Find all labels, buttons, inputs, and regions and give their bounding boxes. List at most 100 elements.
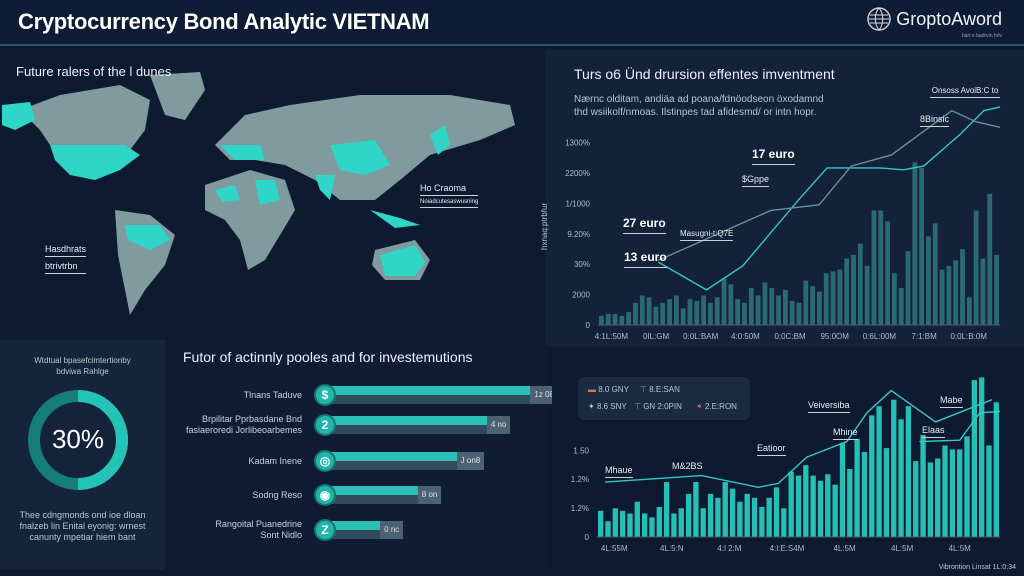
row-badge-icon: $ xyxy=(314,384,336,406)
bar xyxy=(715,497,721,537)
bar-track[interactable]: 0 nc xyxy=(320,521,404,539)
y-tick-label: 30% xyxy=(574,260,590,269)
bar xyxy=(898,288,904,325)
x-tick-label: 7:1:BM xyxy=(911,332,937,341)
bar xyxy=(864,265,870,325)
series-line-line-secondary xyxy=(919,410,1001,443)
bar xyxy=(823,273,829,325)
series-line-line-secondary xyxy=(658,109,1001,261)
bar xyxy=(721,278,727,325)
bar xyxy=(796,302,802,325)
bar xyxy=(673,295,679,325)
bar xyxy=(851,254,856,325)
x-tick-label: 4L:5M xyxy=(891,544,914,553)
world-map-panel xyxy=(0,50,545,337)
bar xyxy=(742,302,747,325)
bar xyxy=(817,480,824,537)
bar xyxy=(891,273,897,325)
bar xyxy=(660,302,666,325)
bar xyxy=(641,513,648,537)
greenland xyxy=(150,72,205,120)
bar xyxy=(839,442,846,537)
bar xyxy=(722,482,728,537)
bar-row-label: Sodng Reso xyxy=(252,489,302,500)
bar xyxy=(789,300,795,325)
bar xyxy=(737,501,743,537)
bar xyxy=(678,508,684,537)
world-map[interactable] xyxy=(0,50,545,337)
bar xyxy=(685,493,692,537)
bar xyxy=(759,506,765,537)
bar xyxy=(946,265,952,325)
y-tick-label: 1/1000 xyxy=(566,199,591,208)
bar xyxy=(667,299,672,325)
header xyxy=(0,0,1024,46)
row-badge-icon: ◎ xyxy=(314,450,336,472)
chart1-annotation: 13 euro xyxy=(624,250,667,268)
bar xyxy=(825,474,831,537)
row-badge-icon: 2 xyxy=(314,414,336,436)
bar xyxy=(663,482,670,537)
x-tick-label: 0:6L:00M xyxy=(863,332,897,341)
donut-gauge xyxy=(28,390,128,490)
bar-track[interactable]: 4 no xyxy=(320,416,511,434)
bar xyxy=(837,269,843,325)
legend-item: ⊤ 8.E:SAN xyxy=(640,385,680,394)
donut-caption: Thee cdngmonds ond ioe dloan fnalzeb lin … xyxy=(19,510,146,542)
bar-value: 8 on xyxy=(417,486,442,504)
bar xyxy=(735,299,741,325)
bars-title: Futor of actinnly pooles and for investe… xyxy=(183,349,473,365)
series-line-line-primary xyxy=(605,389,993,489)
bar xyxy=(781,508,787,537)
row-badge-icon: Z xyxy=(314,519,336,541)
bar-fill xyxy=(320,452,485,461)
logo-name: GroptoAword xyxy=(896,8,1002,29)
x-tick-label: 4L:5M xyxy=(949,544,972,553)
bar xyxy=(605,521,611,537)
logo-tagline: bart e badrvin hrlv xyxy=(961,33,1002,39)
bar xyxy=(627,513,633,537)
donut-heading: Wtdtual bpasefcimtertionby bdviwa Rahlge xyxy=(34,356,131,376)
chart2-footer: Vibrontion Linsat 1L:0:34 xyxy=(938,564,1016,571)
bar xyxy=(795,475,802,537)
bar-track[interactable]: 1z 08 xyxy=(320,386,558,404)
bar xyxy=(694,300,700,325)
bar-track[interactable]: J on8 xyxy=(320,452,485,470)
bar xyxy=(980,258,986,325)
x-tick-label: 4L:5M xyxy=(833,544,856,553)
bar xyxy=(707,493,714,537)
bar-fill xyxy=(320,521,404,530)
bar xyxy=(744,493,750,537)
page-title: Cryptocurrency Bond Analytic VIETNAM xyxy=(18,9,430,34)
bar xyxy=(619,315,625,325)
bar-track[interactable]: 8 on xyxy=(320,486,442,504)
bar xyxy=(680,308,686,325)
bar xyxy=(920,435,926,537)
bar xyxy=(878,210,884,325)
bar xyxy=(653,306,659,325)
bar xyxy=(748,288,754,325)
series-line-line-primary xyxy=(657,106,1001,291)
bar xyxy=(776,295,781,325)
bar xyxy=(701,295,707,325)
bar xyxy=(612,508,618,537)
legend-item: ✦ 8.6 SNY xyxy=(588,402,627,411)
chart1-annotation: Masugni-t:Q7E xyxy=(680,229,734,241)
bar xyxy=(854,438,860,537)
y-tick-label: 0 xyxy=(586,321,591,330)
chart1-subtitle-line1: Nærnc olditam, andiäa ad poana/fdnöodseo… xyxy=(574,94,824,105)
chart2-annotation: Veiversiba xyxy=(808,400,850,413)
bar xyxy=(883,448,890,537)
brand-logo[interactable]: GroptoAword xyxy=(866,6,1002,32)
y-tick-label: 2000 xyxy=(572,291,590,300)
bar-row-label: Brpilitar Pprbasdane Bnd fasiaeroredi Jor… xyxy=(185,414,302,435)
chart2-svg: 0 1.2% 1.2% 1.50 4L:55M 4L:5:N 4:l 2:M 4:l:E:S4… xyxy=(571,377,1001,553)
bar xyxy=(599,315,604,325)
bar xyxy=(649,517,655,537)
bar xyxy=(626,312,632,325)
bar xyxy=(598,510,604,537)
chart1-title: Turs o6 Ünd drursion effentes imventment xyxy=(574,66,835,82)
x-tick-label: 4:1L:50M xyxy=(595,332,629,341)
chart1-annotation: $Gppe xyxy=(742,174,770,187)
bar xyxy=(891,399,897,537)
